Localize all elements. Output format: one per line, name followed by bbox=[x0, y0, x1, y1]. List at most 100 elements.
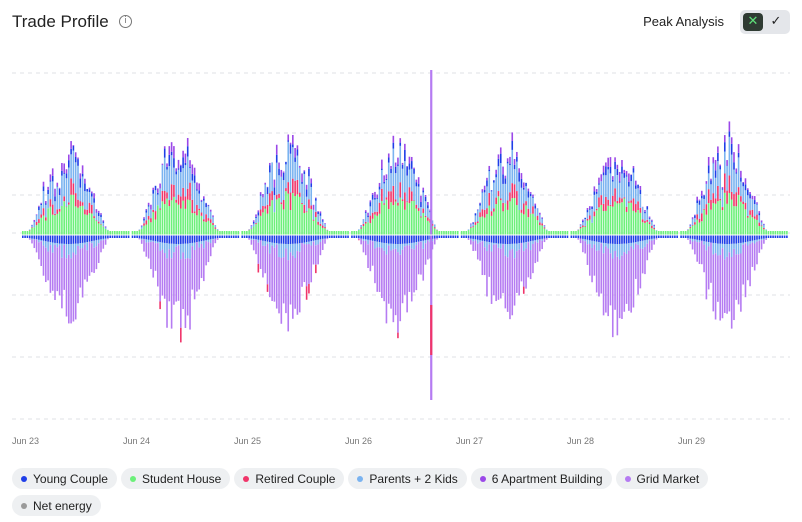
bar-retired-couple bbox=[304, 205, 306, 213]
bar-parents-2-kids bbox=[749, 198, 751, 210]
bar-retired-couple bbox=[155, 211, 157, 219]
bar-retired-couple bbox=[287, 182, 289, 194]
bar-parents-2-kids bbox=[367, 217, 369, 222]
bar-6-apartment-building bbox=[274, 180, 276, 188]
bar-6-apartment-building bbox=[758, 211, 760, 213]
bar-young-couple bbox=[521, 235, 523, 243]
bar-6-apartment-building bbox=[379, 183, 381, 187]
bar-6-apartment-building bbox=[747, 188, 749, 190]
bar-young-couple bbox=[617, 169, 619, 175]
legend-label: Student House bbox=[142, 472, 221, 486]
bar-retired-couple bbox=[54, 214, 56, 215]
legend-item[interactable]: Retired Couple bbox=[234, 468, 344, 489]
bar-parents-2-kids bbox=[187, 156, 189, 188]
bar-young-couple bbox=[649, 235, 651, 239]
bar-6-apartment-building bbox=[393, 136, 395, 143]
peak-analysis-toggle[interactable]: ✕ ✓ bbox=[740, 10, 790, 34]
bar-young-couple bbox=[703, 235, 705, 241]
bar-6-apartment-building bbox=[54, 189, 56, 197]
bar-retired-couple bbox=[719, 199, 721, 200]
bar-student-house bbox=[628, 203, 630, 235]
legend-item[interactable]: Parents + 2 Kids bbox=[348, 468, 466, 489]
bar-young-couple bbox=[600, 235, 602, 243]
bar-parents-2-kids bbox=[493, 243, 495, 245]
bar-grid-market bbox=[596, 251, 598, 293]
bar-retired-couple bbox=[175, 200, 177, 203]
bar-retired-couple bbox=[521, 210, 523, 213]
bar-6-apartment-building bbox=[591, 206, 593, 207]
bar-parents-2-kids bbox=[166, 169, 168, 192]
bar-parents-2-kids bbox=[619, 244, 621, 259]
bar-parents-2-kids bbox=[38, 240, 40, 242]
bar-parents-2-kids bbox=[251, 238, 253, 239]
bar-student-house bbox=[150, 222, 152, 235]
bar-6-apartment-building bbox=[185, 154, 187, 163]
bar-retired-couple bbox=[763, 228, 765, 229]
bar-student-house bbox=[406, 202, 408, 235]
legend-dot-icon bbox=[21, 476, 27, 482]
bar-young-couple bbox=[372, 235, 374, 241]
bar-young-couple bbox=[322, 235, 324, 239]
bar-student-house bbox=[614, 201, 616, 235]
bar-parents-2-kids bbox=[388, 163, 390, 192]
bar-student-house bbox=[448, 231, 450, 235]
bar-grid-market bbox=[358, 238, 360, 239]
bar-student-house bbox=[59, 212, 61, 235]
bar-6-apartment-building bbox=[735, 168, 737, 172]
bar-6-apartment-building bbox=[367, 213, 369, 216]
legend-item[interactable]: 6 Apartment Building bbox=[471, 468, 612, 489]
bar-6-apartment-building bbox=[297, 145, 299, 149]
bar-student-house bbox=[630, 203, 632, 235]
bar-young-couple bbox=[34, 235, 36, 239]
bar-parents-2-kids bbox=[189, 243, 191, 259]
bar-parents-2-kids bbox=[582, 239, 584, 241]
legend-item[interactable]: Net energy bbox=[12, 495, 101, 516]
bar-grid-market bbox=[712, 255, 714, 312]
bar-grid-market bbox=[276, 245, 278, 309]
bar-student-house bbox=[416, 209, 418, 235]
bar-young-couple bbox=[584, 235, 586, 239]
bar-parents-2-kids bbox=[468, 229, 470, 230]
legend-item[interactable]: Student House bbox=[121, 468, 230, 489]
bar-grid-market bbox=[253, 240, 255, 250]
bar-young-couple bbox=[306, 235, 308, 242]
bar-6-apartment-building bbox=[210, 210, 212, 212]
bar-6-apartment-building bbox=[38, 206, 40, 207]
bar-6-apartment-building bbox=[281, 170, 283, 177]
bar-parents-2-kids bbox=[761, 239, 763, 240]
bar-grid-market bbox=[411, 249, 413, 302]
bar-grid-market bbox=[192, 246, 194, 290]
bar-student-house bbox=[320, 226, 322, 235]
bar-grid-market bbox=[322, 239, 324, 249]
bar-6-apartment-building bbox=[310, 178, 312, 183]
bar-young-couple bbox=[733, 235, 735, 244]
bar-6-apartment-building bbox=[742, 182, 744, 183]
bar-student-house bbox=[63, 201, 65, 235]
bar-parents-2-kids bbox=[324, 224, 326, 227]
bar-young-couple bbox=[605, 166, 607, 175]
x-icon[interactable]: ✕ bbox=[743, 13, 763, 31]
info-circle-icon[interactable]: i bbox=[119, 15, 132, 28]
bar-young-couple bbox=[715, 170, 717, 178]
bar-grid-market bbox=[482, 241, 484, 275]
bar-parents-2-kids bbox=[420, 207, 422, 216]
check-icon[interactable]: ✓ bbox=[767, 13, 785, 31]
bar-grid-market bbox=[491, 252, 493, 304]
bar-grid-market bbox=[637, 245, 639, 295]
bar-student-house bbox=[194, 213, 196, 235]
bar-parents-2-kids bbox=[635, 189, 637, 204]
bar-young-couple bbox=[763, 235, 765, 238]
bar-parents-2-kids bbox=[475, 239, 477, 240]
bar-parents-2-kids bbox=[260, 196, 262, 210]
bar-student-house bbox=[461, 231, 463, 235]
bar-grid-market bbox=[619, 259, 621, 318]
bar-retired-couple bbox=[470, 227, 472, 228]
bar-student-house bbox=[500, 200, 502, 235]
bar-6-apartment-building bbox=[689, 224, 691, 225]
bar-parents-2-kids bbox=[166, 243, 168, 258]
legend-item[interactable]: Grid Market bbox=[616, 468, 709, 489]
legend-item[interactable]: Young Couple bbox=[12, 468, 117, 489]
bar-parents-2-kids bbox=[427, 208, 429, 217]
bar-student-house bbox=[580, 228, 582, 235]
bar-6-apartment-building bbox=[386, 174, 388, 178]
